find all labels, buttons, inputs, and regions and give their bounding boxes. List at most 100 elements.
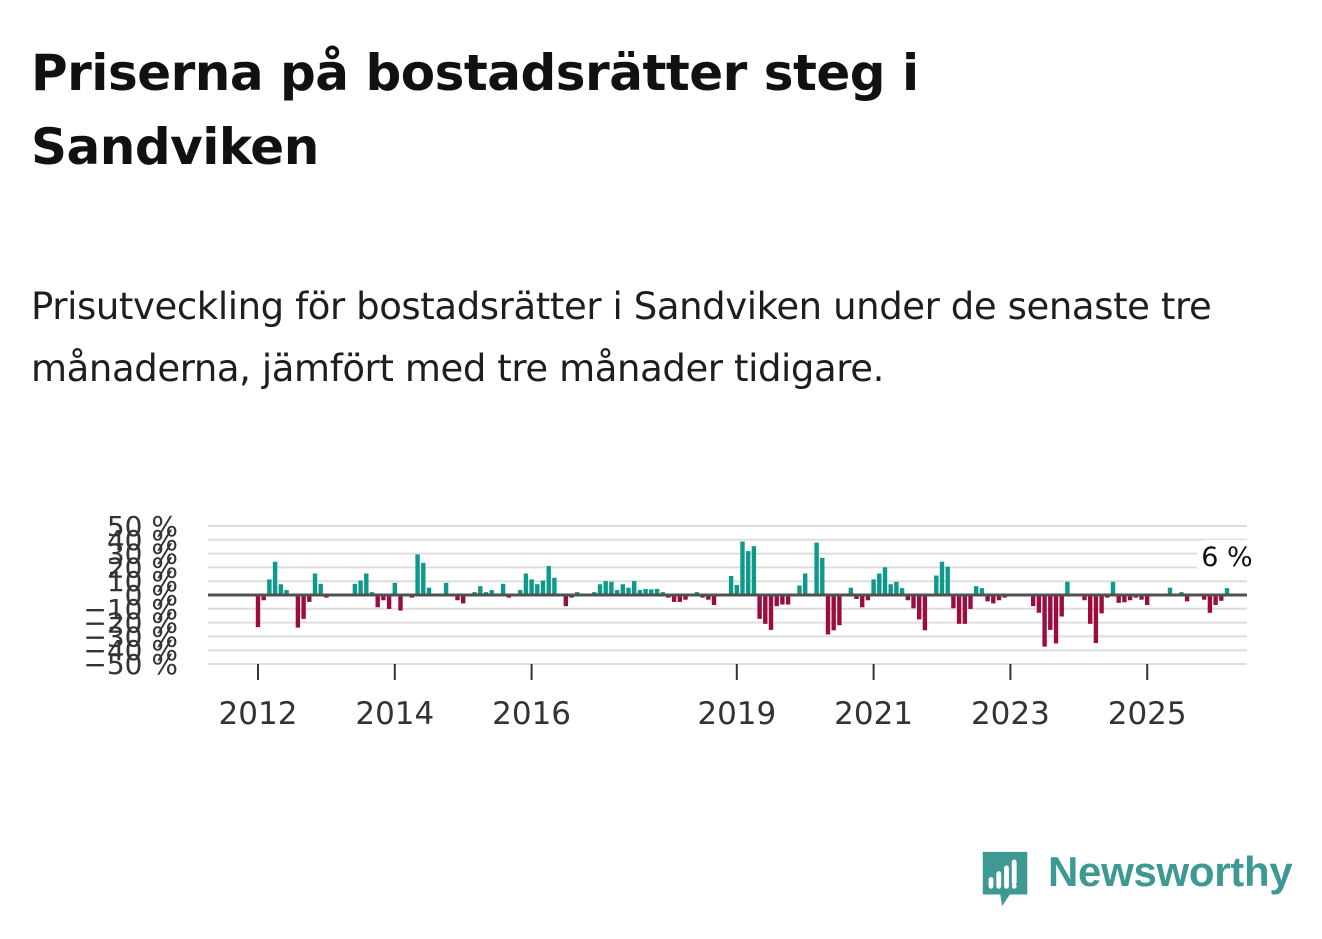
bar xyxy=(740,541,745,595)
bar xyxy=(814,542,819,595)
bar xyxy=(1122,595,1127,603)
bar-chart: 50 %40 %30 %20 %10 %0 %−10 %−20 %−30 %−4… xyxy=(83,510,1257,732)
headline: Priserna på bostadsrätter steg i Sandvik… xyxy=(31,44,919,176)
last-value-label: 6 % xyxy=(1201,542,1252,573)
bar xyxy=(1219,595,1224,601)
bar xyxy=(523,573,529,595)
y-axis: 50 %40 %30 %20 %10 %0 %−10 %−20 %−30 %−4… xyxy=(83,510,178,681)
bar xyxy=(358,580,363,595)
bar xyxy=(1082,595,1087,601)
bar xyxy=(825,595,831,635)
bar xyxy=(968,595,973,609)
bar xyxy=(877,573,882,595)
bar xyxy=(597,584,603,595)
x-tick-label: 2021 xyxy=(834,696,913,732)
bar xyxy=(711,595,717,606)
bar xyxy=(461,595,466,604)
bar xyxy=(1110,581,1116,595)
bar xyxy=(951,595,956,609)
bar xyxy=(934,575,939,595)
bar xyxy=(1224,588,1230,595)
bar xyxy=(381,595,386,601)
bar xyxy=(865,595,871,601)
bar xyxy=(518,590,523,595)
bar xyxy=(768,595,774,630)
bar xyxy=(295,595,301,628)
bar xyxy=(301,595,306,619)
bar xyxy=(307,595,312,602)
bar xyxy=(985,595,990,602)
bar xyxy=(837,595,842,626)
x-tick-label: 2016 xyxy=(492,696,571,732)
bar xyxy=(415,554,420,595)
bar xyxy=(991,595,996,604)
bar xyxy=(974,586,979,595)
x-tick-label: 2025 xyxy=(1108,696,1187,732)
bar xyxy=(312,573,318,595)
last-value-label-bg xyxy=(1197,540,1257,574)
bar xyxy=(728,575,734,595)
bar xyxy=(899,588,905,595)
bar xyxy=(939,561,945,595)
bar xyxy=(1213,595,1218,606)
bar xyxy=(375,595,380,608)
y-tick-label: 50 % xyxy=(107,510,178,543)
bar xyxy=(780,595,785,605)
bar xyxy=(552,577,557,595)
bar xyxy=(540,580,546,595)
last-value-label-group: 6 % xyxy=(1197,540,1257,574)
bar xyxy=(734,584,739,595)
bar xyxy=(1048,595,1053,630)
bar xyxy=(774,595,779,607)
bar xyxy=(757,595,762,619)
bar xyxy=(831,595,836,631)
bar xyxy=(922,595,928,631)
bar xyxy=(398,595,403,611)
bar xyxy=(1145,595,1150,606)
y-tick-label: −50 % xyxy=(83,648,178,681)
bar xyxy=(455,595,460,601)
y-tick-label: −30 % xyxy=(83,620,178,653)
bar xyxy=(649,589,654,595)
y-tick-label: 30 % xyxy=(107,538,178,571)
bar xyxy=(803,573,808,595)
bar xyxy=(255,595,261,628)
bar xyxy=(563,595,568,607)
y-tick-label: 20 % xyxy=(107,551,178,584)
x-tick-label: 2019 xyxy=(697,696,776,732)
bar xyxy=(945,566,950,595)
bar xyxy=(1093,595,1099,644)
bar xyxy=(654,588,660,595)
brand-name: Newsworthy xyxy=(1048,848,1293,895)
bar xyxy=(1059,595,1064,617)
bar xyxy=(1088,595,1093,624)
subtitle: Prisutveckling för bostadsrätter i Sandv… xyxy=(31,285,1212,390)
bar xyxy=(1127,595,1133,601)
bar xyxy=(1065,581,1070,595)
bar xyxy=(1031,595,1036,607)
bar xyxy=(284,590,289,595)
bar xyxy=(871,579,876,595)
bar xyxy=(364,573,369,595)
y-tick-label: −10 % xyxy=(83,593,178,626)
bar xyxy=(1036,595,1042,613)
bar xyxy=(860,595,865,608)
bar xyxy=(318,583,323,595)
bar xyxy=(996,595,1002,601)
bar xyxy=(751,546,757,595)
bar xyxy=(386,595,392,609)
bar xyxy=(626,587,631,595)
bar xyxy=(797,585,802,595)
bar xyxy=(603,581,608,595)
x-tick-label: 2014 xyxy=(355,696,434,732)
bar xyxy=(911,595,916,609)
bar xyxy=(888,584,893,595)
bar xyxy=(272,561,278,595)
bar xyxy=(979,588,985,595)
bars xyxy=(255,541,1230,647)
y-tick-label: −20 % xyxy=(83,607,178,640)
bar xyxy=(643,588,648,595)
bar xyxy=(392,582,397,595)
bar xyxy=(677,595,682,602)
x-tick-label: 2023 xyxy=(971,696,1050,732)
